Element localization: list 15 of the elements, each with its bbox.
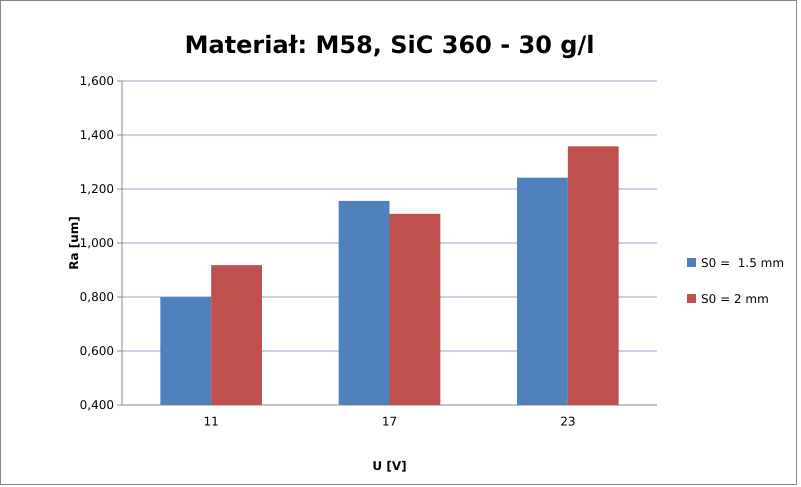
legend-label: S0 = 2 mm	[701, 292, 769, 306]
x-tick-label: 23	[560, 414, 576, 429]
x-axis-title: U [V]	[372, 459, 407, 473]
x-tick-label: 11	[204, 414, 219, 429]
x-tick-label: 17	[382, 414, 398, 429]
y-tick-label: 1,600	[80, 74, 114, 88]
y-tick-label: 0,400	[80, 398, 114, 412]
y-tick-label: 1,000	[80, 236, 114, 250]
y-tick-label: 0,600	[80, 344, 114, 358]
y-tick-label: 1,400	[80, 128, 114, 142]
y-axis-title: Ra [um]	[67, 216, 81, 270]
y-tick-label: 0,800	[80, 290, 114, 304]
legend-label: S0 = 1.5 mm	[701, 256, 784, 270]
y-tick-label: 1,200	[80, 182, 114, 196]
chart-title: Materiał: M58, SiC 360 - 30 g/l	[184, 31, 594, 59]
